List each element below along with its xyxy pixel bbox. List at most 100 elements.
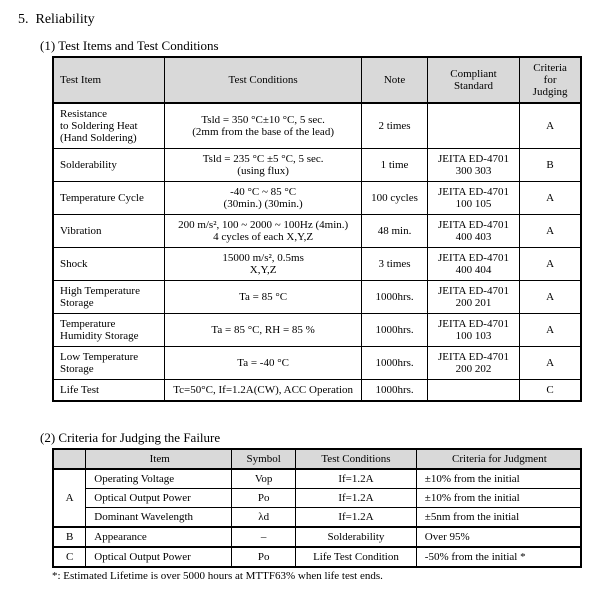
table-header-row: Item Symbol Test Conditions Criteria for… — [53, 449, 581, 469]
cell-standard: JEITA ED-4701 400 404 — [427, 248, 519, 281]
cell-note: 100 cycles — [362, 182, 428, 215]
table-row: AOperating VoltageVopIf=1.2A±10% from th… — [53, 469, 581, 489]
cell-note: 1 time — [362, 149, 428, 182]
table-row: Temperature Cycle-40 °C ~ 85 °C (30min.)… — [53, 182, 581, 215]
cell-note: 48 min. — [362, 215, 428, 248]
cell-criteria: A — [520, 103, 581, 149]
cell-criteria: B — [520, 149, 581, 182]
cell-conditions: Ta = 85 °C, RH = 85 % — [164, 314, 361, 347]
cell-conditions: Tsld = 235 °C ±5 °C, 5 sec. (using flux) — [164, 149, 361, 182]
section-number: 5. — [18, 12, 29, 27]
section-heading: 5. Reliability — [18, 12, 585, 28]
col-header-item: Item — [86, 449, 232, 469]
cell-item: Vibration — [53, 215, 164, 248]
cell-criteria: A — [520, 314, 581, 347]
cell-group: C — [53, 547, 86, 567]
cell-item: Temperature Cycle — [53, 182, 164, 215]
reliability-test-table: Test Item Test Conditions Note Compliant… — [52, 56, 582, 402]
cell-standard — [427, 103, 519, 149]
cell-standard: JEITA ED-4701 200 201 — [427, 281, 519, 314]
cell-conditions: Solderability — [296, 527, 417, 547]
cell-item: Solderability — [53, 149, 164, 182]
cell-note: 1000hrs. — [362, 347, 428, 380]
table-row: Life TestTc=50°C, If=1.2A(CW), ACC Opera… — [53, 380, 581, 402]
col-header-criteria: Criteria for Judging — [520, 57, 581, 103]
cell-criteria: -50% from the initial * — [416, 547, 581, 567]
cell-criteria: A — [520, 182, 581, 215]
criteria-judging-table: Item Symbol Test Conditions Criteria for… — [52, 448, 582, 568]
cell-conditions: Tsld = 350 °C±10 °C, 5 sec. (2mm from th… — [164, 103, 361, 149]
table-row: Optical Output PowerPoIf=1.2A±10% from t… — [53, 489, 581, 508]
table-header-row: Test Item Test Conditions Note Compliant… — [53, 57, 581, 103]
section-title-text: Reliability — [36, 12, 95, 27]
col-header-note: Note — [362, 57, 428, 103]
cell-criteria: ±10% from the initial — [416, 469, 581, 489]
col-header-conditions: Test Conditions — [164, 57, 361, 103]
cell-conditions: 15000 m/s², 0.5ms X,Y,Z — [164, 248, 361, 281]
cell-standard — [427, 380, 519, 402]
cell-standard: JEITA ED-4701 100 103 — [427, 314, 519, 347]
cell-standard: JEITA ED-4701 200 202 — [427, 347, 519, 380]
cell-criteria: A — [520, 248, 581, 281]
col-header-standard: Compliant Standard — [427, 57, 519, 103]
table-row: BAppearance–SolderabilityOver 95% — [53, 527, 581, 547]
cell-item: Dominant Wavelength — [86, 508, 232, 528]
table-row: COptical Output PowerPoLife Test Conditi… — [53, 547, 581, 567]
cell-conditions: If=1.2A — [296, 489, 417, 508]
cell-conditions: -40 °C ~ 85 °C (30min.) (30min.) — [164, 182, 361, 215]
table-row: Low Temperature StorageTa = -40 °C1000hr… — [53, 347, 581, 380]
cell-note: 1000hrs. — [362, 314, 428, 347]
cell-item: High Temperature Storage — [53, 281, 164, 314]
table-row: Resistance to Soldering Heat (Hand Solde… — [53, 103, 581, 149]
cell-note: 1000hrs. — [362, 281, 428, 314]
cell-note: 3 times — [362, 248, 428, 281]
cell-standard: JEITA ED-4701 400 403 — [427, 215, 519, 248]
cell-criteria: A — [520, 281, 581, 314]
col-header-symbol: Symbol — [232, 449, 296, 469]
cell-criteria: A — [520, 215, 581, 248]
table-row: Dominant WavelengthλdIf=1.2A±5nm from th… — [53, 508, 581, 528]
cell-criteria: ±5nm from the initial — [416, 508, 581, 528]
cell-conditions: Tc=50°C, If=1.2A(CW), ACC Operation — [164, 380, 361, 402]
cell-criteria: ±10% from the initial — [416, 489, 581, 508]
cell-item: Appearance — [86, 527, 232, 547]
cell-conditions: Ta = -40 °C — [164, 347, 361, 380]
cell-criteria: Over 95% — [416, 527, 581, 547]
table-row: High Temperature StorageTa = 85 °C1000hr… — [53, 281, 581, 314]
table-row: Shock15000 m/s², 0.5ms X,Y,Z3 timesJEITA… — [53, 248, 581, 281]
cell-item: Resistance to Soldering Heat (Hand Solde… — [53, 103, 164, 149]
cell-item: Low Temperature Storage — [53, 347, 164, 380]
cell-standard: JEITA ED-4701 100 105 — [427, 182, 519, 215]
cell-conditions: If=1.2A — [296, 469, 417, 489]
cell-item: Optical Output Power — [86, 547, 232, 567]
cell-group: B — [53, 527, 86, 547]
cell-item: Temperature Humidity Storage — [53, 314, 164, 347]
cell-conditions: Life Test Condition — [296, 547, 417, 567]
cell-item: Shock — [53, 248, 164, 281]
cell-item: Life Test — [53, 380, 164, 402]
cell-symbol: Po — [232, 547, 296, 567]
cell-group: A — [53, 469, 86, 527]
table-row: Temperature Humidity StorageTa = 85 °C, … — [53, 314, 581, 347]
cell-symbol: λd — [232, 508, 296, 528]
cell-criteria: A — [520, 347, 581, 380]
subsection-2-title: (2) Criteria for Judging the Failure — [40, 430, 585, 446]
cell-note: 2 times — [362, 103, 428, 149]
col-header-item: Test Item — [53, 57, 164, 103]
cell-criteria: C — [520, 380, 581, 402]
cell-conditions: 200 m/s², 100 ~ 2000 ~ 100Hz (4min.) 4 c… — [164, 215, 361, 248]
cell-conditions: If=1.2A — [296, 508, 417, 528]
col-header-group — [53, 449, 86, 469]
col-header-conditions: Test Conditions — [296, 449, 417, 469]
col-header-criteria: Criteria for Judgment — [416, 449, 581, 469]
cell-symbol: – — [232, 527, 296, 547]
table-row: Vibration200 m/s², 100 ~ 2000 ~ 100Hz (4… — [53, 215, 581, 248]
footnote: *: Estimated Lifetime is over 5000 hours… — [52, 570, 585, 582]
subsection-1-title: (1) Test Items and Test Conditions — [40, 38, 585, 54]
cell-item: Optical Output Power — [86, 489, 232, 508]
cell-symbol: Po — [232, 489, 296, 508]
cell-standard: JEITA ED-4701 300 303 — [427, 149, 519, 182]
cell-conditions: Ta = 85 °C — [164, 281, 361, 314]
cell-note: 1000hrs. — [362, 380, 428, 402]
cell-item: Operating Voltage — [86, 469, 232, 489]
